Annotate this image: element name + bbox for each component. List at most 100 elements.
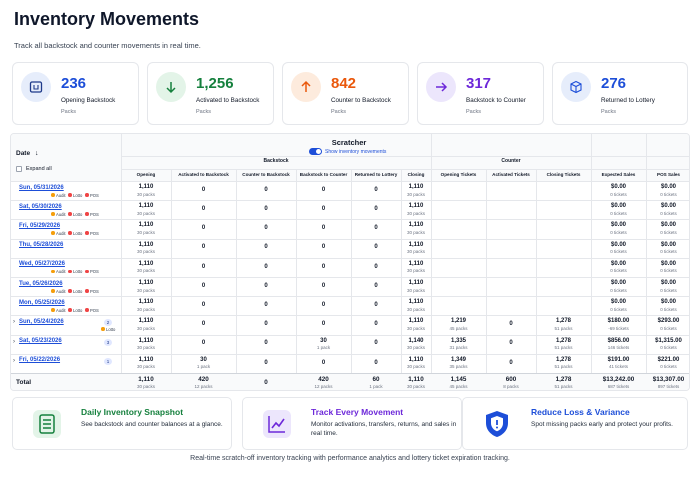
stat-card: 842 Counter to Backstock Packs — [282, 62, 409, 125]
expand-checkbox[interactable] — [16, 166, 22, 172]
status-badge: POS — [85, 289, 99, 294]
table-cell: 1,110 30 packs — [401, 315, 431, 334]
row-divider — [11, 296, 689, 298]
date-link[interactable]: Sat, 05/30/2026 — [19, 203, 62, 210]
toggle-switch[interactable] — [309, 148, 322, 155]
cell-value: 1,110 — [138, 222, 154, 229]
expand-all[interactable]: Expand all — [26, 166, 52, 172]
table-cell: 0 — [296, 354, 351, 373]
date-link[interactable]: Sun, 05/24/2026 — [19, 318, 64, 325]
status-badge: Audit — [51, 289, 66, 294]
table-cell: $191.00 41 tickets — [591, 354, 646, 373]
date-link[interactable]: Thu, 05/28/2026 — [19, 242, 64, 249]
cell-value: 1,110 — [408, 375, 424, 383]
cell-value: 0 — [374, 282, 378, 289]
date-link[interactable]: Mon, 05/25/2026 — [19, 299, 65, 306]
table-cell: $0.00 0 tickets — [591, 200, 646, 219]
cell-sub: 30 packs — [136, 325, 155, 331]
cell-value: 0 — [264, 206, 268, 213]
cell-sub: 30 packs — [136, 383, 155, 389]
cell-sub: 51 packs — [554, 325, 573, 331]
table-cell: 0 — [171, 219, 236, 238]
table-cell: 0 — [236, 277, 296, 296]
table-cell: 1,110 30 packs — [401, 181, 431, 200]
table-cell: 0 — [171, 335, 236, 354]
cell-value: 0 — [321, 225, 326, 232]
cell-value: $221.00 — [657, 356, 680, 363]
cell-value: $1,315.00 — [655, 337, 682, 344]
cell-sub: 12 packs — [314, 383, 333, 389]
date-link[interactable]: Sat, 05/23/2026 — [19, 338, 62, 345]
cell-value: 0 — [321, 186, 326, 193]
cell-sub: 146 tickets — [607, 345, 630, 351]
expand-chevron[interactable]: › — [13, 319, 15, 326]
cell-value: 0 — [201, 206, 206, 213]
feature-text: See backstock and counter balances at a … — [81, 421, 223, 428]
expand-chevron[interactable]: › — [13, 338, 15, 345]
cell-sub: 0 tickets — [610, 268, 627, 274]
cell-value: 60 — [372, 375, 380, 383]
sort-icon[interactable]: ↓ — [35, 149, 39, 157]
table-cell: 420 12 packs — [171, 373, 236, 390]
toggle-knob — [316, 149, 321, 154]
table-cell: 1,110 30 packs — [401, 373, 431, 390]
count-badge: 2 — [104, 319, 112, 327]
table-cell: 0 — [236, 315, 296, 334]
stat-value: 276 — [601, 75, 627, 92]
table-cell: 0 — [236, 200, 296, 219]
date-header[interactable]: Date — [16, 150, 31, 157]
table-cell: 0 — [236, 219, 296, 238]
date-link[interactable]: Sun, 05/31/2026 — [19, 184, 64, 191]
table-cell: 0 — [236, 181, 296, 200]
table-cell: 1,110 30 packs — [121, 181, 171, 200]
cell-sub: 30 packs — [136, 191, 155, 197]
status-dot — [51, 269, 55, 274]
date-link[interactable]: Fri, 05/29/2026 — [19, 222, 61, 229]
stat-icon — [21, 72, 51, 102]
table-cell: 1,110 30 packs — [401, 239, 431, 258]
date-link[interactable]: Wed, 05/27/2026 — [19, 261, 65, 268]
table-cell: 1,110 30 packs — [121, 335, 171, 354]
status-dot — [68, 231, 72, 236]
table-cell: 0 — [236, 239, 296, 258]
table-cell: 0 — [171, 315, 236, 334]
status-badge: Lotto — [101, 327, 115, 332]
column-divider — [646, 134, 647, 390]
date-link[interactable]: Fri, 05/22/2026 — [19, 357, 61, 364]
expand-chevron[interactable]: › — [13, 357, 15, 364]
table-cell: $0.00 0 tickets — [646, 296, 689, 315]
table-cell: $180.00 -69 tickets — [591, 315, 646, 334]
cell-value: 0 — [264, 225, 268, 232]
table-cell: 1,219 45 packs — [431, 315, 486, 334]
cell-value: 1,140 — [408, 337, 424, 344]
cell-value: 0 — [201, 186, 206, 193]
cell-value: 1,110 — [138, 280, 154, 287]
row-divider — [11, 238, 689, 240]
status-badge: Audit — [51, 308, 66, 313]
status-dot — [68, 289, 72, 293]
cell-value: $0.00 — [660, 299, 676, 306]
column-header: Returned to Lottery — [354, 172, 398, 178]
stat-card: 1,256 Activated to Backstock Packs — [147, 62, 274, 125]
table-cell: 1,145 45 packs — [431, 373, 486, 390]
cell-value: 1,278 — [555, 337, 571, 344]
table-cell: $1,315.00 0 tickets — [646, 335, 689, 354]
cell-value: 0 — [321, 282, 326, 289]
cell-sub: 30 packs — [406, 325, 425, 331]
column-divider — [351, 169, 352, 390]
table-cell: 600 8 packs — [486, 373, 536, 390]
status-badge: Lotto — [68, 269, 82, 274]
cell-value: 420 — [318, 375, 329, 383]
table-cell: 0 — [296, 200, 351, 219]
date-link[interactable]: Tue, 05/26/2026 — [19, 280, 63, 287]
column-header: Closing — [407, 172, 425, 178]
column-divider — [431, 134, 432, 390]
cell-value: 1,110 — [138, 318, 154, 325]
cell-sub: 51 packs — [554, 364, 573, 370]
cell-sub: 12 packs — [194, 383, 213, 389]
table-cell: 1,349 35 packs — [431, 354, 486, 373]
table-cell: 1,110 30 packs — [401, 277, 431, 296]
cell-value: 0 — [321, 302, 326, 309]
stat-icon — [561, 72, 591, 102]
column-divider — [536, 169, 537, 390]
